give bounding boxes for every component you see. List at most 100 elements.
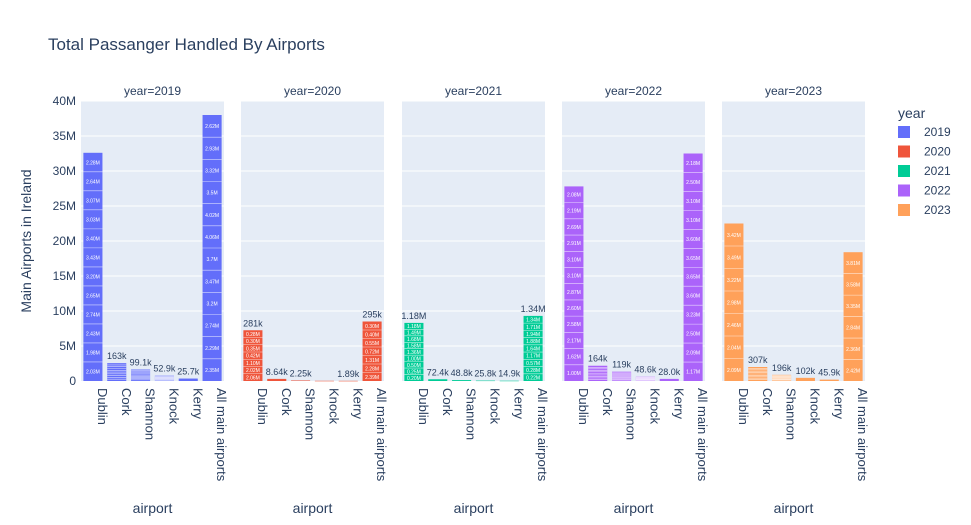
segment-label: 0.28M xyxy=(526,368,540,374)
legend-item-2021: 2021 xyxy=(898,164,951,178)
x-axis-title: airport xyxy=(293,500,333,516)
bar-top-label: 307k xyxy=(748,355,768,365)
y-tick-label: 0 xyxy=(69,374,76,388)
bar-top-label: 1.34M xyxy=(521,304,546,314)
segment-label: 2.91M xyxy=(567,241,581,247)
segment-label: 2.09M xyxy=(727,368,741,374)
segment-label: 1.64M xyxy=(526,346,540,352)
segment-label: 0.25M xyxy=(407,369,421,375)
facet-2021: year=20210.20M0.25M0.50M1.00M1.36M1.58M1… xyxy=(401,84,550,516)
segment-label: 4.06M xyxy=(205,235,219,241)
x-tick-label: Shannon xyxy=(784,388,799,440)
segment-label: 3.22M xyxy=(727,278,741,284)
x-axis-title: airport xyxy=(614,500,654,516)
bar-top-label: 295k xyxy=(362,310,382,320)
segment-label: 2.02M xyxy=(246,368,260,374)
bar-dublin xyxy=(404,322,424,381)
segment-label: 1.49M xyxy=(407,331,421,337)
segment-label: 1.34M xyxy=(526,318,540,324)
segment-label: 3.03M xyxy=(86,217,100,223)
y-tick-label: 30M xyxy=(53,164,76,178)
segment-label: 3.60M xyxy=(686,294,700,300)
bar-shannon xyxy=(291,380,311,381)
plot-area: year=2019 2.03M 1.98M 2.43M 2.74M 2.65M 3.20M 3… xyxy=(81,84,870,516)
segment-label: 1.98M xyxy=(86,350,100,356)
bar-knock xyxy=(795,377,815,381)
segment-label: 1.00M xyxy=(567,371,581,377)
segment-label: 0.30M xyxy=(365,324,379,330)
bar-top-label: 52.9k xyxy=(153,364,176,374)
segment-label: 3.5M xyxy=(207,191,218,197)
segment-label: 2.42M xyxy=(846,368,860,374)
segment-label: 0.28M xyxy=(246,332,260,338)
segment-label: 2.28M xyxy=(86,160,100,166)
bar-top-label: 102k xyxy=(796,366,816,376)
facet-2023: year=2023 2.09M 2.04M 2.46M 2.98M 3.22M 3.49M 3… xyxy=(722,84,870,516)
segment-label: 0.22M xyxy=(526,375,540,381)
bar-cork xyxy=(428,379,448,381)
segment-label: 2.18M xyxy=(686,161,700,167)
bar-top-label: 1.89k xyxy=(337,369,360,379)
x-tick-label: Kerry xyxy=(511,388,526,420)
bar-top-label: 2.25k xyxy=(290,368,313,378)
x-tick-label: All main airports xyxy=(214,388,229,482)
segment-label: 2.98M xyxy=(727,300,741,306)
segment-label: 4.02M xyxy=(205,213,219,219)
x-tick-label: Kerry xyxy=(831,388,846,420)
segment-label: 1.17M xyxy=(686,370,700,376)
segment-label: 2.87M xyxy=(567,290,581,296)
facet-label: year=2023 xyxy=(765,84,822,98)
segment-label: 3.65M xyxy=(686,256,700,262)
facet-label: year=2021 xyxy=(445,84,502,98)
x-tick-label: All main airports xyxy=(535,388,550,482)
legend-item-2022: 2022 xyxy=(898,184,951,198)
y-tick-label: 25M xyxy=(53,199,76,213)
bar-dublin xyxy=(243,330,263,381)
segment-label: 3.65M xyxy=(686,275,700,281)
facet-label: year=2020 xyxy=(284,84,341,98)
bar-all-main-airports xyxy=(362,321,382,381)
segment-label: 3.49M xyxy=(727,255,741,261)
segment-label: 3.42M xyxy=(727,233,741,239)
segment-label: 3.10M xyxy=(686,218,700,224)
segment-label: 0.40M xyxy=(365,332,379,338)
segment-label: 3.60M xyxy=(686,237,700,243)
bar-knock xyxy=(475,380,495,382)
segment-label: 3.58M xyxy=(846,282,860,288)
segment-label: 2.36M xyxy=(846,347,860,353)
bar-top-label: 164k xyxy=(588,354,608,364)
segment-label: 1.62M xyxy=(567,355,581,361)
x-tick-label: Dublin xyxy=(736,388,751,425)
segment-label: 0.57M xyxy=(526,361,540,367)
x-axis-title: airport xyxy=(774,500,814,516)
bar-kerry xyxy=(499,380,519,382)
legend-swatch xyxy=(898,184,910,197)
x-tick-label: All main airports xyxy=(695,388,710,482)
segment-label: 1.68M xyxy=(407,337,421,343)
x-tick-label: Kerry xyxy=(671,388,686,420)
segment-label: 2.50M xyxy=(686,332,700,338)
y-axis-title: Main Airports in Ireland xyxy=(18,169,34,312)
segment-label: 3.23M xyxy=(686,313,700,319)
segment-label: 0.35M xyxy=(246,346,260,352)
x-tick-label: Cork xyxy=(119,388,134,416)
x-tick-label: Dublin xyxy=(95,388,110,425)
x-tick-label: Dublin xyxy=(576,388,591,425)
facet-label: year=2022 xyxy=(605,84,662,98)
x-tick-label: All main airports xyxy=(855,388,870,482)
y-tick-label: 15M xyxy=(53,269,76,283)
y-tick-label: 40M xyxy=(53,94,76,108)
segment-label: 3.81M xyxy=(846,261,860,267)
legend: year 2019 2020 2021 2022 2023 xyxy=(898,105,951,217)
bar-top-label: 119k xyxy=(612,360,631,370)
segment-label: 1.18M xyxy=(407,324,421,330)
segment-label: 2.60M xyxy=(567,306,581,312)
segment-label: 3.2M xyxy=(207,301,218,307)
segment-label: 2.74M xyxy=(86,312,100,318)
x-tick-label: Dublin xyxy=(416,388,431,425)
segment-label: 1.10M xyxy=(246,361,260,367)
bar-cork xyxy=(267,378,287,381)
bar-top-label: 25.7k xyxy=(177,367,200,377)
segment-label: 1.17M xyxy=(526,354,540,360)
legend-swatch xyxy=(898,126,910,138)
